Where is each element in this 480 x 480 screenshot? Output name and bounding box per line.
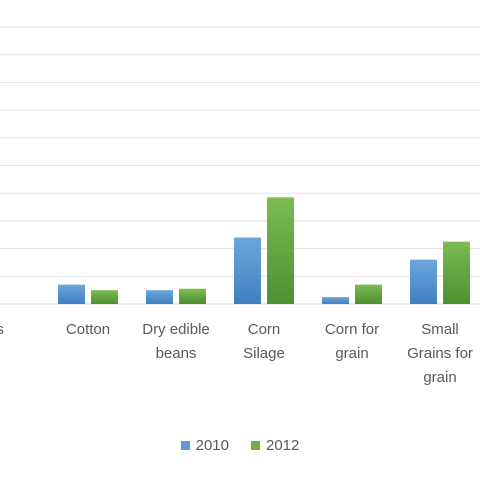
category-label-0: s xyxy=(0,321,4,338)
legend-label-2010: 2010 xyxy=(195,437,229,454)
gridlines xyxy=(0,26,480,305)
bar-2010-3 xyxy=(234,237,261,304)
category-label-5: Small Grains for grain xyxy=(407,321,473,386)
legend-swatch-2012 xyxy=(251,441,260,450)
legend-swatch-2010 xyxy=(180,441,190,450)
category-label-4: Corn for grain xyxy=(325,321,379,362)
category-label-3: Corn Silage xyxy=(243,321,285,362)
category-label-1: Cotton xyxy=(66,321,110,338)
bar-2012-3 xyxy=(267,197,294,304)
legend-item-2010: 2010 xyxy=(180,437,229,454)
category-labels: s Cotton Dry edible beans Corn Silage Corn for… xyxy=(0,321,473,386)
legend: 2010 2012 xyxy=(0,437,480,454)
bar-2010-2 xyxy=(146,290,173,304)
legend-label-2012: 2012 xyxy=(266,437,300,454)
bar-2012-4 xyxy=(355,284,382,304)
legend-item-2012: 2012 xyxy=(251,437,299,454)
bar-2012-1 xyxy=(91,290,118,304)
bar-2010-4 xyxy=(322,297,349,304)
category-label-2: Dry edible beans xyxy=(142,321,210,362)
bar-2010-1 xyxy=(58,284,85,304)
bar-2010-5 xyxy=(410,259,437,304)
bar-2012-5 xyxy=(443,241,470,304)
bar-2012-2 xyxy=(179,288,206,304)
bars xyxy=(58,197,470,304)
